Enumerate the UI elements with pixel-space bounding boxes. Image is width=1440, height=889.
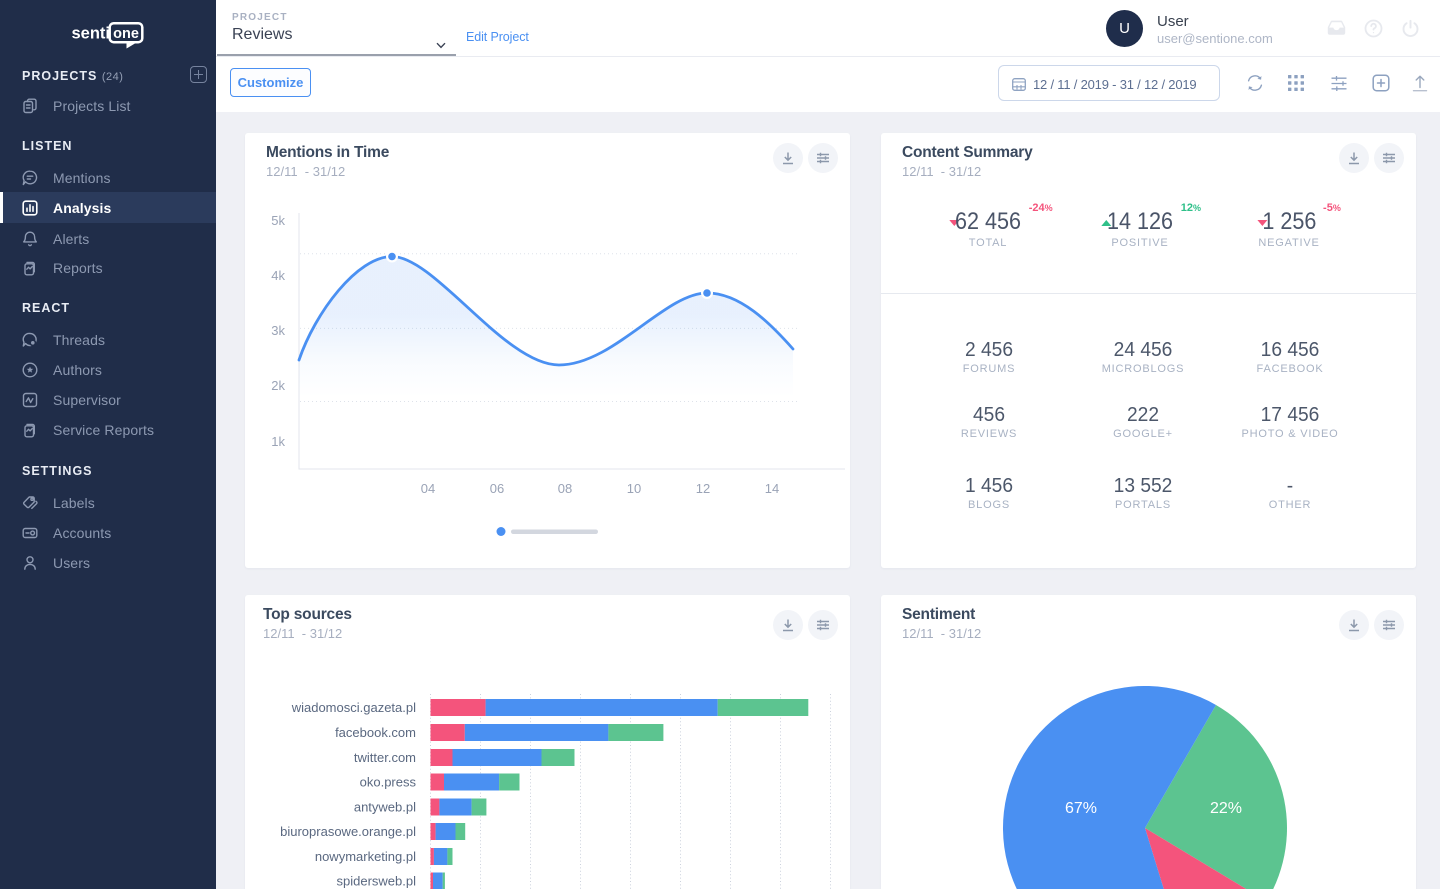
- svg-text:one: one: [113, 26, 139, 42]
- svg-text:antyweb.pl: antyweb.pl: [354, 800, 416, 815]
- svg-text:67%: 67%: [1065, 800, 1097, 817]
- svg-text:facebook.com: facebook.com: [335, 725, 416, 740]
- svg-text:1k: 1k: [271, 434, 285, 449]
- svg-text:14: 14: [765, 481, 779, 496]
- svg-text:senti: senti: [72, 25, 111, 43]
- svg-text:biuroprasowe.orange.pl: biuroprasowe.orange.pl: [280, 824, 416, 839]
- svg-text:5k: 5k: [271, 213, 285, 228]
- svg-text:2k: 2k: [271, 378, 285, 393]
- svg-text:3k: 3k: [271, 323, 285, 338]
- svg-text:04: 04: [421, 481, 435, 496]
- svg-text:oko.press: oko.press: [360, 775, 417, 790]
- svg-text:twitter.com: twitter.com: [354, 750, 416, 765]
- svg-text:06: 06: [490, 481, 504, 496]
- svg-text:10: 10: [627, 481, 641, 496]
- svg-text:08: 08: [558, 481, 572, 496]
- svg-text:22%: 22%: [1210, 800, 1242, 817]
- svg-text:wiadomosci.gazeta.pl: wiadomosci.gazeta.pl: [291, 700, 416, 715]
- svg-text:12: 12: [696, 481, 710, 496]
- svg-text:nowymarketing.pl: nowymarketing.pl: [315, 849, 416, 864]
- svg-text:4k: 4k: [271, 268, 285, 283]
- svg-text:spidersweb.pl: spidersweb.pl: [337, 874, 417, 889]
